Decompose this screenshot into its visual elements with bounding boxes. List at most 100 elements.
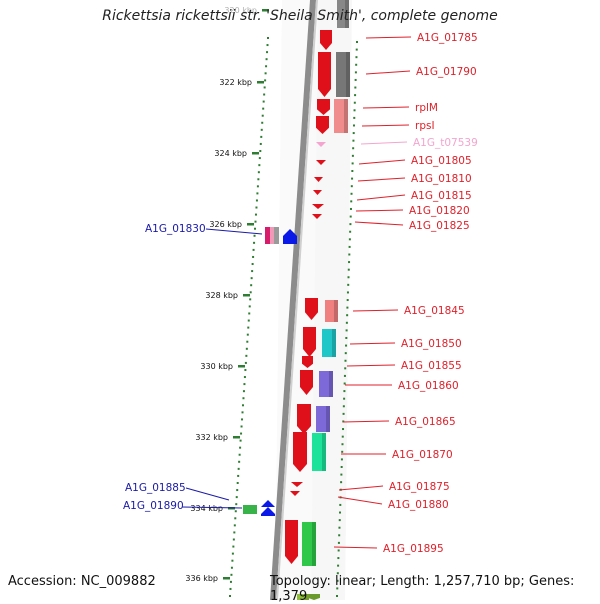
- label-leader-line: [181, 506, 243, 509]
- tick-dot-column: [241, 404, 244, 407]
- tick-dot-column: [249, 291, 252, 294]
- label-leader-line: [354, 221, 404, 226]
- tick-dot-column: [261, 121, 264, 124]
- map-title: Rickettsia rickettsii str. 'Sheila Smith…: [102, 8, 498, 24]
- tick-dot-column: [235, 496, 238, 499]
- gene-arrow: [302, 356, 313, 368]
- tick-dot-column: [336, 572, 339, 575]
- gene-label: A1G_01815: [411, 190, 472, 202]
- coordinate-tick: [252, 152, 259, 155]
- gene-label: A1G_01845: [404, 305, 465, 317]
- label-leader-line: [333, 546, 378, 549]
- tick-dot-column: [347, 268, 350, 271]
- tick-dot-column: [260, 128, 263, 131]
- label-leader-line: [365, 36, 412, 39]
- gene-box: [316, 406, 330, 432]
- tick-dot-column: [258, 164, 261, 167]
- coordinate-tick-label: 326 kbp: [209, 220, 242, 229]
- tick-dot-column: [240, 432, 243, 435]
- tick-dot-column: [355, 48, 358, 51]
- tick-dot-column: [349, 215, 352, 218]
- tick-dot-column: [353, 101, 356, 104]
- gene-chevron: [316, 160, 326, 165]
- gene-label: A1G_01875: [389, 481, 450, 493]
- tick-dot-column: [239, 446, 242, 449]
- tick-dot-column: [352, 124, 355, 127]
- label-leader-line: [357, 177, 406, 182]
- gene-box-shade: [312, 522, 316, 566]
- tick-dot-column: [354, 94, 357, 97]
- gene-arrow: [303, 327, 316, 357]
- tick-dot-column: [234, 510, 237, 513]
- accession-text: Accession: NC_009882: [8, 574, 156, 589]
- tick-dot-column: [254, 213, 257, 216]
- gene-chevron: [291, 482, 303, 487]
- tick-dot-column: [342, 428, 345, 431]
- gene-arrow: [300, 370, 313, 395]
- genome-backbone-shade: [276, 0, 318, 600]
- tick-dot-column: [260, 135, 263, 138]
- tick-dot-column: [351, 170, 354, 173]
- gene-label: A1G_01790: [416, 66, 477, 78]
- gene-arrow: [305, 298, 318, 320]
- tick-dot-column: [348, 245, 351, 248]
- gene-box-shade: [332, 329, 336, 357]
- label-leader-line: [185, 487, 230, 501]
- gene-arrow-left: [261, 500, 275, 507]
- tick-dot-column: [337, 557, 340, 560]
- tick-dot-column: [236, 481, 239, 484]
- tick-dot-column: [346, 291, 349, 294]
- tick-dot-column: [354, 86, 357, 89]
- gene-label: A1G_01825: [409, 220, 470, 232]
- tick-dot-column: [232, 538, 235, 541]
- tick-dot-column: [345, 336, 348, 339]
- tick-dot-column: [259, 142, 262, 145]
- gene-label: A1G_01890: [123, 500, 184, 512]
- tick-dot-column: [265, 65, 268, 68]
- gene-label: A1G_t07539: [413, 137, 478, 149]
- tick-dot-column: [346, 299, 349, 302]
- tick-dot-column: [246, 333, 249, 336]
- tick-dot-column: [347, 283, 350, 286]
- tick-dot-column: [353, 109, 356, 112]
- coordinate-tick-label: 336 kbp: [185, 574, 218, 583]
- tick-dot-column: [338, 534, 341, 537]
- label-leader-line: [358, 159, 406, 165]
- tick-dot-column: [340, 458, 343, 461]
- gene-box: [297, 594, 309, 600]
- gene-label: rplM: [415, 102, 438, 114]
- tick-dot-column: [343, 397, 346, 400]
- gene-box: [274, 227, 279, 244]
- tick-dot-column: [244, 361, 247, 364]
- tick-dot-column: [250, 277, 253, 280]
- tick-dot-column: [259, 150, 262, 153]
- tick-dot-column: [338, 519, 341, 522]
- gene-box: [302, 522, 316, 566]
- tick-dot-column: [348, 238, 351, 241]
- tick-dot-column: [229, 595, 231, 597]
- gene-box-shade: [329, 371, 333, 397]
- tick-dot-column: [235, 503, 238, 506]
- tick-dot-column: [257, 178, 260, 181]
- tick-dot-column: [339, 511, 342, 514]
- genome-backbone: [270, 0, 316, 600]
- tick-dot-column: [343, 390, 346, 393]
- gene-label: A1G_01830: [145, 223, 206, 235]
- gene-box: [270, 227, 274, 244]
- tick-dot-column: [266, 44, 269, 47]
- tick-dot-column: [257, 171, 260, 174]
- tick-dot-column: [345, 321, 348, 324]
- tick-dot-column: [231, 552, 234, 555]
- label-leader-line: [356, 194, 406, 201]
- tick-dot-column: [351, 162, 354, 165]
- tick-dot-column: [244, 368, 247, 371]
- tick-dot-column: [258, 157, 261, 160]
- gene-arrow-left: [283, 229, 297, 244]
- tick-dot-column: [231, 559, 234, 562]
- tick-dot-column: [241, 418, 244, 421]
- tick-dot-column: [248, 305, 251, 308]
- tick-dot-column: [247, 326, 250, 329]
- tick-dot-column: [341, 435, 344, 438]
- coordinate-tick-label: 334 kbp: [190, 504, 223, 513]
